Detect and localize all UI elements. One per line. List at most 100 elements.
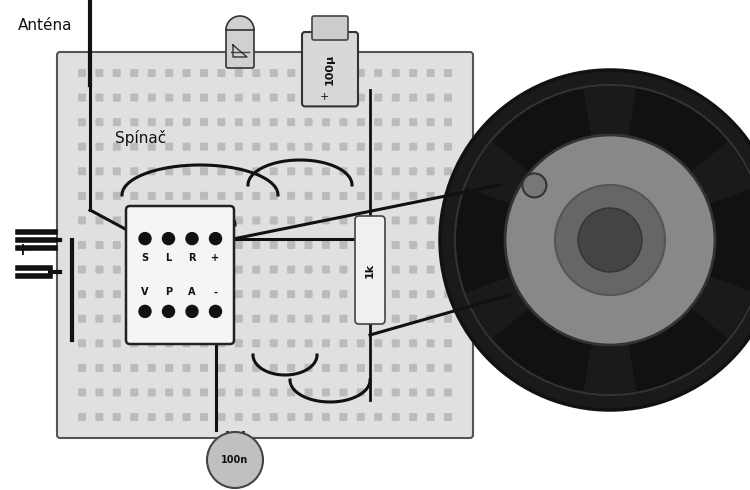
FancyBboxPatch shape [392, 364, 400, 372]
Circle shape [163, 305, 175, 318]
FancyBboxPatch shape [392, 118, 400, 126]
Wedge shape [493, 89, 610, 240]
FancyBboxPatch shape [357, 339, 364, 347]
Text: -: - [19, 266, 26, 284]
FancyBboxPatch shape [78, 339, 86, 347]
FancyBboxPatch shape [126, 206, 234, 344]
FancyBboxPatch shape [165, 192, 173, 200]
Wedge shape [226, 16, 254, 30]
FancyBboxPatch shape [322, 266, 330, 273]
FancyBboxPatch shape [304, 266, 313, 273]
FancyBboxPatch shape [340, 241, 347, 249]
FancyBboxPatch shape [340, 339, 347, 347]
FancyBboxPatch shape [410, 266, 417, 273]
FancyBboxPatch shape [112, 266, 121, 273]
FancyBboxPatch shape [130, 364, 138, 372]
FancyBboxPatch shape [182, 192, 190, 200]
Circle shape [523, 173, 547, 197]
Wedge shape [457, 188, 610, 293]
FancyBboxPatch shape [182, 315, 190, 323]
FancyBboxPatch shape [252, 241, 260, 249]
FancyBboxPatch shape [304, 217, 313, 224]
FancyBboxPatch shape [357, 364, 364, 372]
Wedge shape [610, 141, 750, 240]
FancyBboxPatch shape [182, 217, 190, 224]
Text: +: + [320, 92, 328, 102]
FancyBboxPatch shape [182, 167, 190, 175]
FancyBboxPatch shape [304, 167, 313, 175]
FancyBboxPatch shape [252, 389, 260, 396]
FancyBboxPatch shape [410, 217, 417, 224]
FancyBboxPatch shape [392, 266, 400, 273]
FancyBboxPatch shape [392, 241, 400, 249]
FancyBboxPatch shape [165, 389, 173, 396]
FancyBboxPatch shape [226, 28, 254, 68]
Text: 1k: 1k [365, 263, 375, 277]
FancyBboxPatch shape [112, 364, 121, 372]
FancyBboxPatch shape [217, 389, 226, 396]
FancyBboxPatch shape [374, 364, 382, 372]
FancyBboxPatch shape [57, 52, 473, 438]
Wedge shape [584, 87, 637, 240]
FancyBboxPatch shape [252, 94, 260, 101]
FancyBboxPatch shape [340, 290, 347, 298]
FancyBboxPatch shape [427, 241, 434, 249]
FancyBboxPatch shape [182, 143, 190, 151]
FancyBboxPatch shape [374, 266, 382, 273]
FancyBboxPatch shape [357, 315, 364, 323]
FancyBboxPatch shape [217, 94, 226, 101]
FancyBboxPatch shape [374, 192, 382, 200]
Wedge shape [584, 240, 637, 393]
FancyBboxPatch shape [200, 167, 208, 175]
FancyBboxPatch shape [304, 94, 313, 101]
Wedge shape [466, 141, 610, 240]
FancyBboxPatch shape [427, 339, 434, 347]
Wedge shape [466, 240, 610, 339]
FancyBboxPatch shape [217, 241, 226, 249]
FancyBboxPatch shape [392, 217, 400, 224]
Text: P: P [165, 288, 172, 297]
Wedge shape [610, 188, 750, 293]
FancyBboxPatch shape [148, 94, 156, 101]
FancyBboxPatch shape [444, 241, 452, 249]
FancyBboxPatch shape [357, 389, 364, 396]
FancyBboxPatch shape [148, 315, 156, 323]
Text: +: + [211, 253, 220, 263]
FancyBboxPatch shape [148, 413, 156, 421]
FancyBboxPatch shape [410, 364, 417, 372]
FancyBboxPatch shape [444, 266, 452, 273]
FancyBboxPatch shape [374, 241, 382, 249]
FancyBboxPatch shape [235, 290, 243, 298]
FancyBboxPatch shape [235, 315, 243, 323]
FancyBboxPatch shape [235, 167, 243, 175]
FancyBboxPatch shape [95, 266, 104, 273]
FancyBboxPatch shape [322, 118, 330, 126]
FancyBboxPatch shape [304, 192, 313, 200]
FancyBboxPatch shape [287, 413, 296, 421]
FancyBboxPatch shape [252, 69, 260, 77]
FancyBboxPatch shape [112, 290, 121, 298]
FancyBboxPatch shape [427, 413, 434, 421]
FancyBboxPatch shape [95, 167, 104, 175]
FancyBboxPatch shape [112, 69, 121, 77]
FancyBboxPatch shape [340, 266, 347, 273]
FancyBboxPatch shape [287, 192, 296, 200]
FancyBboxPatch shape [322, 364, 330, 372]
FancyBboxPatch shape [287, 315, 296, 323]
FancyBboxPatch shape [357, 167, 364, 175]
FancyBboxPatch shape [410, 339, 417, 347]
Circle shape [455, 85, 750, 395]
FancyBboxPatch shape [340, 192, 347, 200]
FancyBboxPatch shape [252, 413, 260, 421]
FancyBboxPatch shape [304, 69, 313, 77]
FancyBboxPatch shape [165, 217, 173, 224]
Text: 100n: 100n [221, 455, 248, 465]
FancyBboxPatch shape [357, 69, 364, 77]
FancyBboxPatch shape [357, 241, 364, 249]
FancyBboxPatch shape [78, 94, 86, 101]
FancyBboxPatch shape [322, 315, 330, 323]
Circle shape [555, 185, 665, 295]
FancyBboxPatch shape [217, 69, 226, 77]
FancyBboxPatch shape [217, 143, 226, 151]
FancyBboxPatch shape [444, 290, 452, 298]
